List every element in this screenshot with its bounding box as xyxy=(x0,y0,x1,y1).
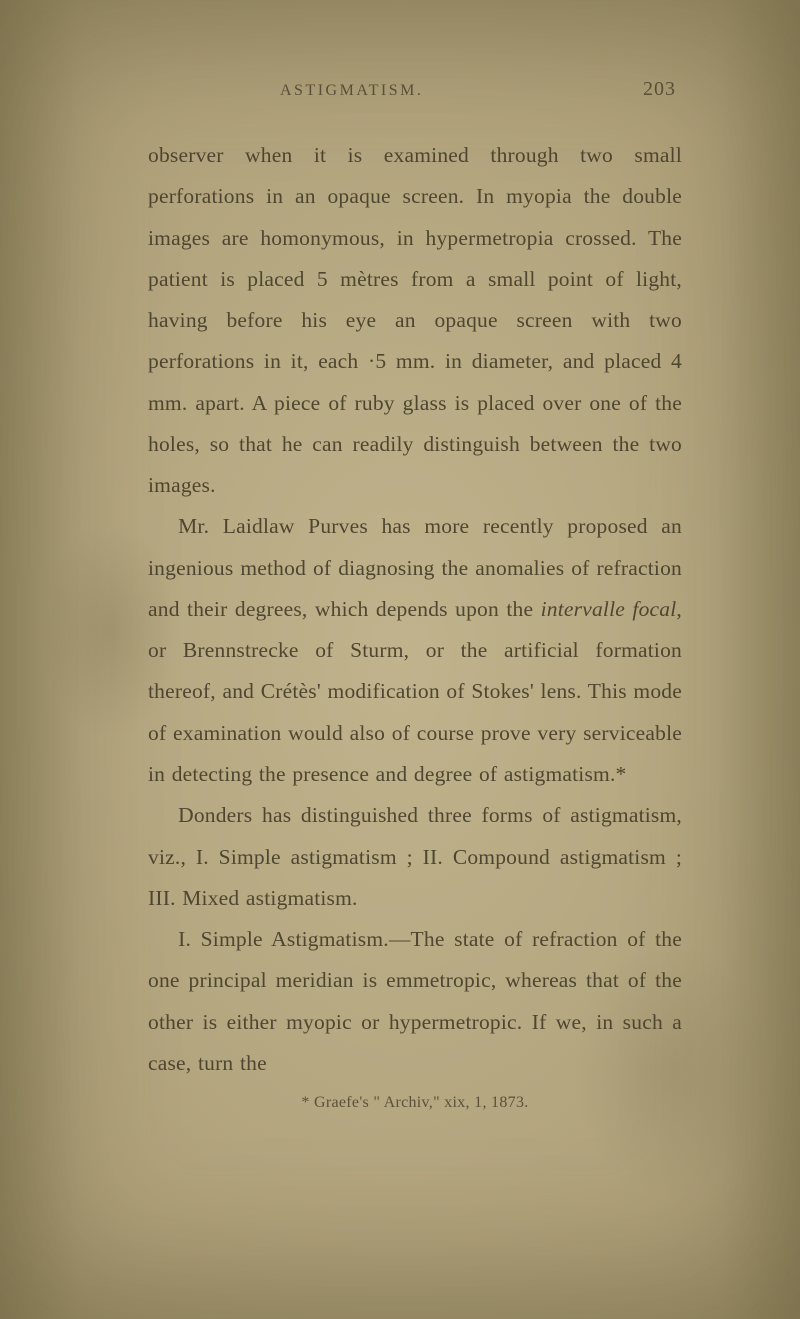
running-head: ASTIGMATISM. 203 xyxy=(148,78,682,101)
running-title: ASTIGMATISM. xyxy=(280,82,423,100)
paragraph: I. Simple Astigmatism.—The state of refr… xyxy=(148,919,682,1084)
paragraph: Mr. Laidlaw Purves has more recently pro… xyxy=(148,506,682,795)
scanned-page: ASTIGMATISM. 203 observer when it is exa… xyxy=(0,0,800,1319)
body-text: observer when it is examined through two… xyxy=(148,135,682,1084)
paragraph: Donders has distinguished three forms of… xyxy=(148,795,682,919)
page-number: 203 xyxy=(643,78,676,101)
footnote: * Graefe's " Archiv," xix, 1, 1873. xyxy=(148,1094,682,1112)
italic-phrase: intervalle focal xyxy=(541,597,677,621)
paragraph: observer when it is examined through two… xyxy=(148,135,682,506)
